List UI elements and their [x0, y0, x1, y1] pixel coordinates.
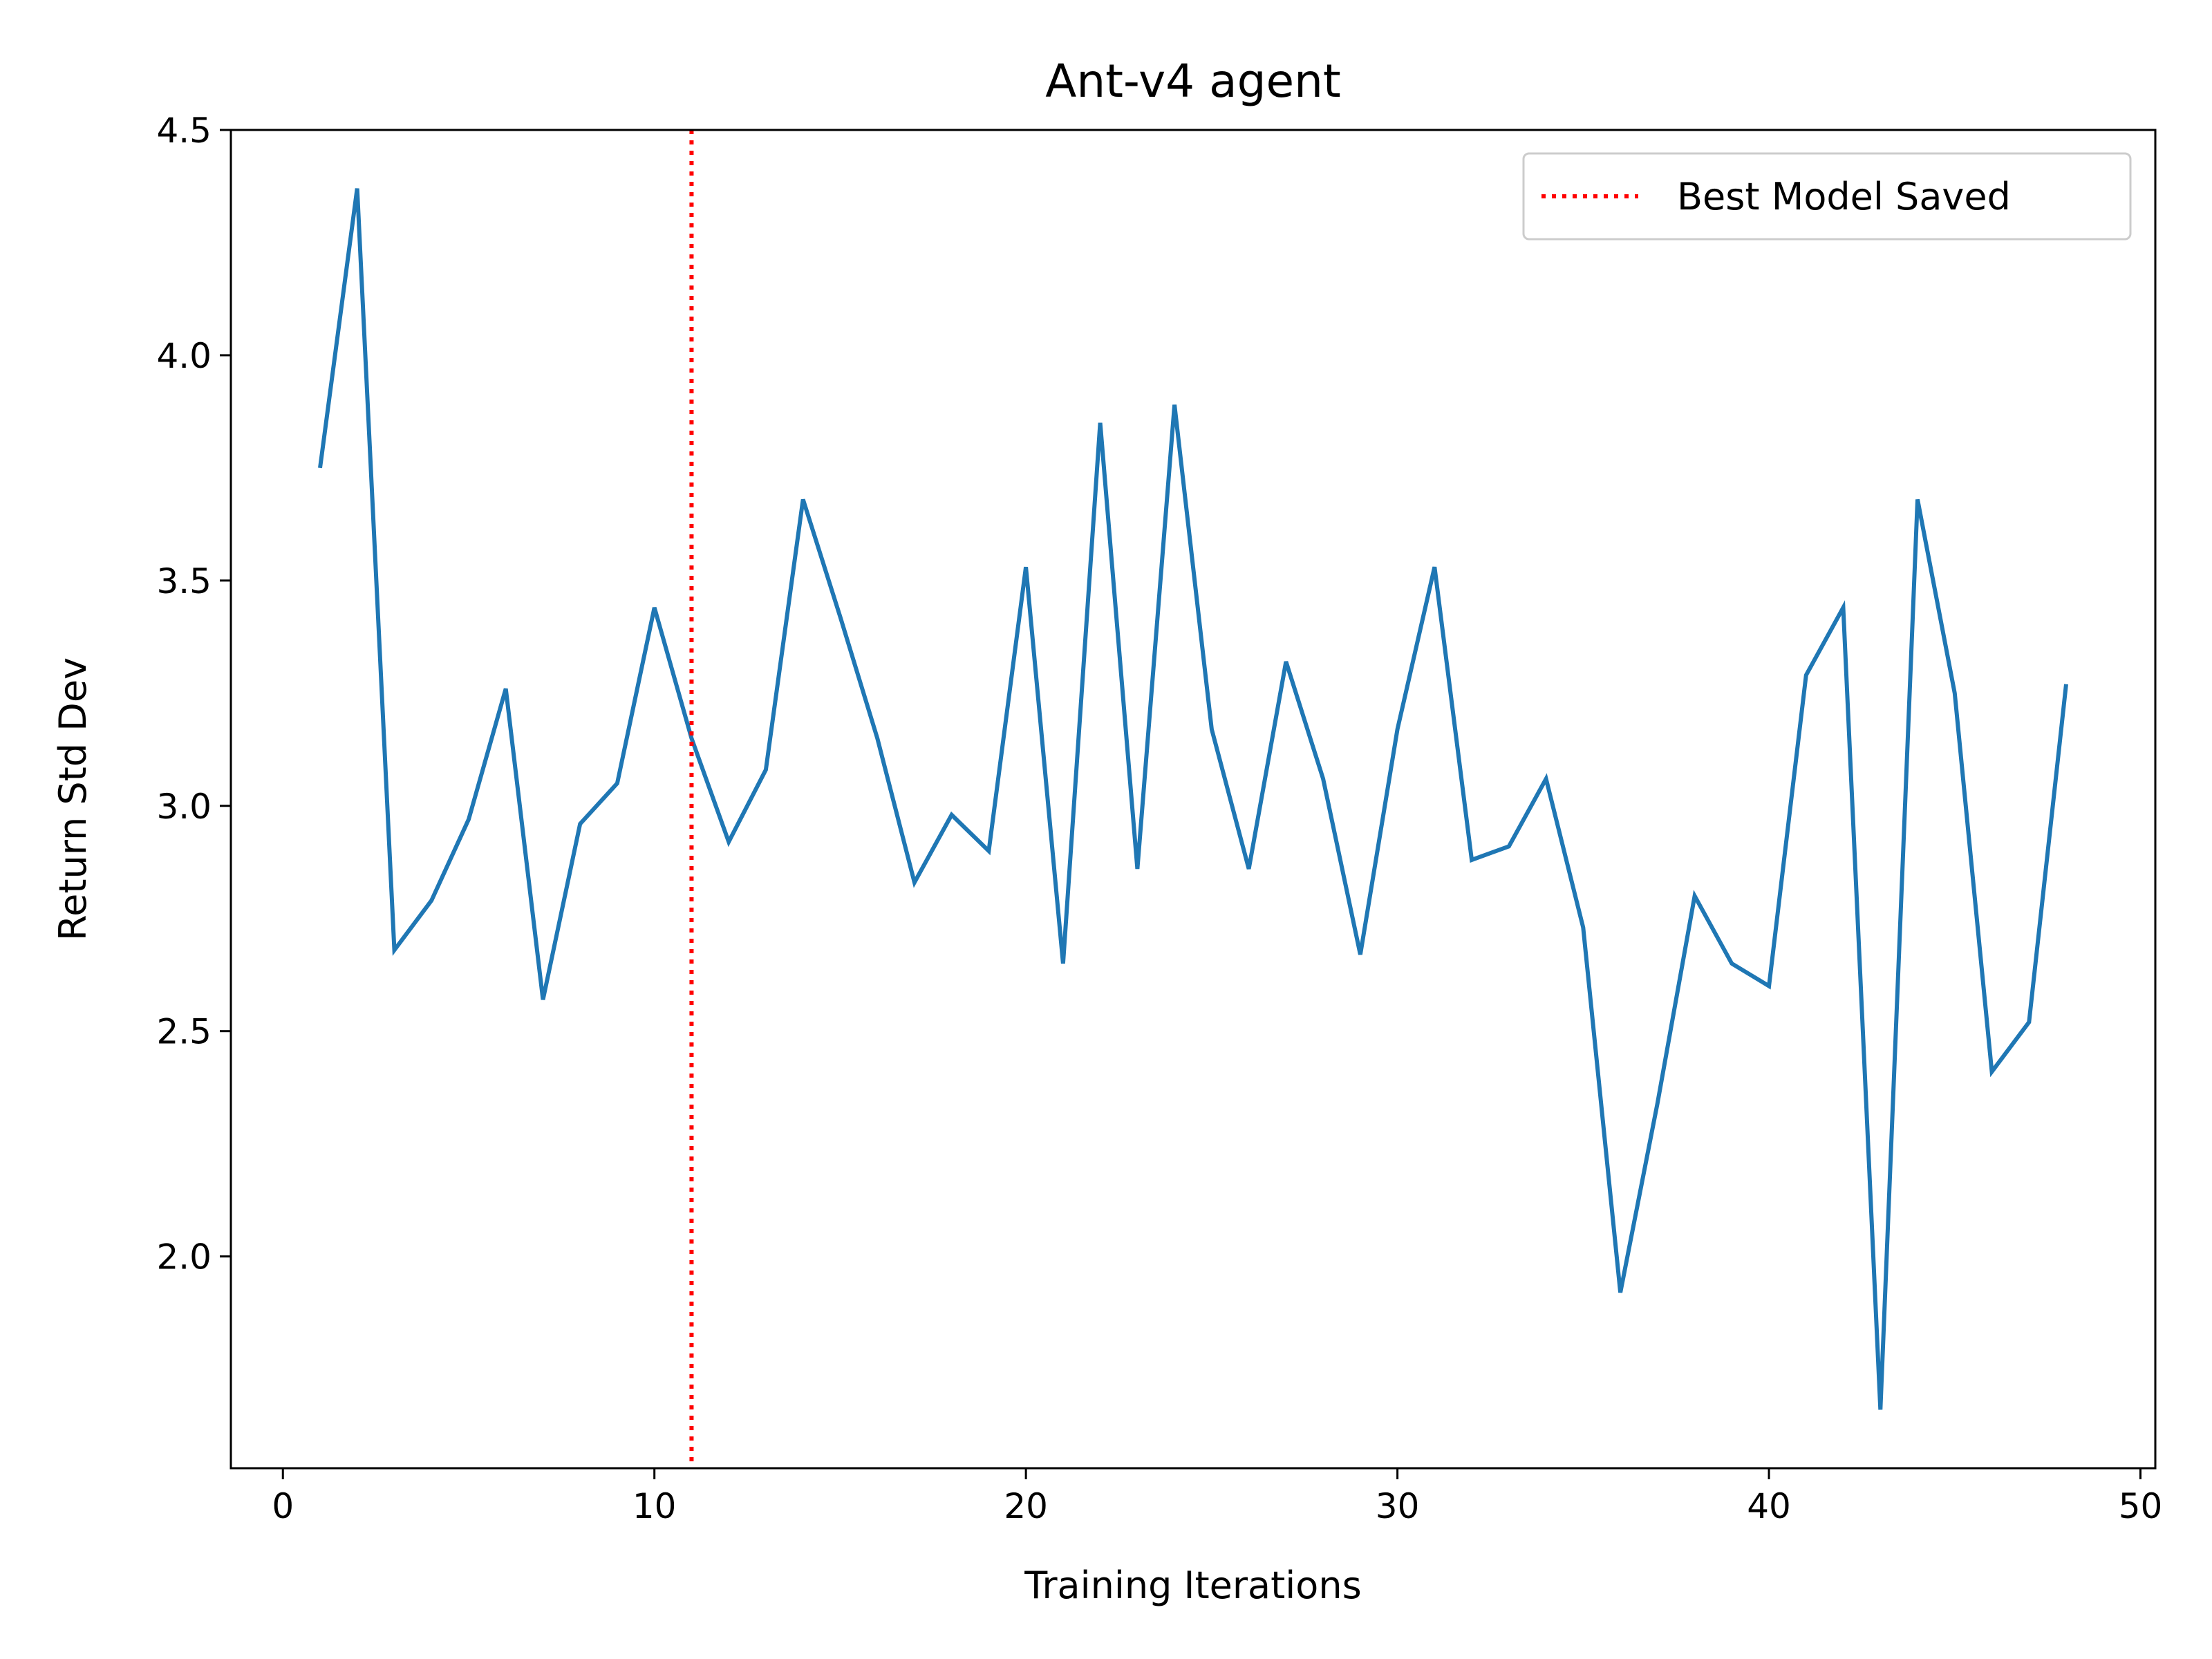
- y-tick-label: 4.5: [156, 111, 212, 151]
- series-line-0: [318, 188, 2068, 1410]
- x-tick-label: 30: [1376, 1486, 1420, 1526]
- y-tick-label: 4.0: [156, 336, 212, 376]
- y-tick-label: 3.0: [156, 787, 212, 827]
- y-tick-label: 3.5: [156, 561, 212, 601]
- chart-title: Ant-v4 agent: [1045, 55, 1341, 108]
- plot-layer: [318, 130, 2068, 1468]
- x-tick-label: 20: [1004, 1486, 1048, 1526]
- ticks-layer: 0 10 20 30 40 50 2.0 2.5 3.0 3.5 4.0 4.5: [156, 111, 2162, 1526]
- legend: Best Model Saved: [1522, 152, 2132, 241]
- x-tick-label: 0: [272, 1486, 294, 1526]
- x-tick-label: 10: [632, 1486, 677, 1526]
- y-tick-label: 2.5: [156, 1012, 212, 1052]
- y-axis-label: Return Std Dev: [51, 657, 95, 941]
- x-axis-label: Training Iterations: [1024, 1564, 1361, 1607]
- x-tick-label: 40: [1747, 1486, 1791, 1526]
- axes-frame: [229, 129, 2157, 1470]
- x-tick-label: 50: [2119, 1486, 2163, 1526]
- legend-box: [1522, 152, 2132, 241]
- legend-entry-best-model-saved: Best Model Saved: [1677, 175, 2011, 218]
- y-tick-label: 2.0: [156, 1237, 212, 1277]
